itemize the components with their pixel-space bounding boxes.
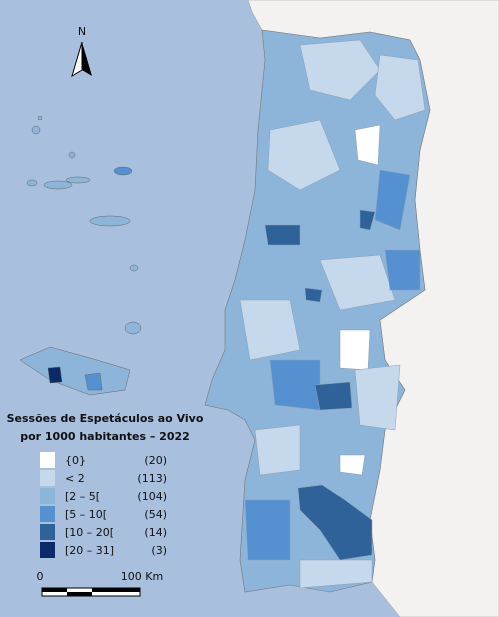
municipalities	[239, 39, 426, 589]
legend-title: Sessões de Espetáculos ao Vivo	[7, 412, 204, 425]
legend-swatch	[40, 524, 55, 540]
legend-swatch	[40, 488, 55, 504]
madeira	[19, 346, 131, 396]
legend: Sessões de Espetáculos ao Vivo por 1000 …	[7, 412, 204, 558]
legend-count: (104)	[137, 490, 167, 503]
legend-count: (20)	[144, 454, 167, 467]
legend-count: (54)	[144, 508, 167, 521]
legend-title: por 1000 habitantes – 2022	[20, 430, 190, 443]
legend-swatch	[40, 452, 55, 468]
legend-label: [2 – 5[	[65, 490, 100, 503]
legend-count: (14)	[144, 526, 167, 539]
legend-swatch	[40, 470, 55, 486]
north-arrow: N	[71, 25, 92, 78]
legend-label: [10 – 20[	[65, 526, 114, 539]
legend-label: < 2	[65, 472, 85, 485]
legend-label: [20 – 31]	[65, 544, 114, 557]
legend-count: (113)	[137, 472, 167, 485]
scale-bar: 0 100 Km	[37, 570, 163, 597]
legend-label: {0}	[65, 454, 86, 467]
north-label: N	[78, 25, 86, 38]
legend-count: (3)	[151, 544, 167, 557]
azores	[26, 115, 142, 335]
legend-items: {0} (20) < 2 (113) [2 – 5[ (104) [5 – 10[ (54) […	[40, 452, 167, 558]
legend-swatch	[40, 506, 55, 522]
scale-label: 0	[37, 570, 44, 583]
legend-label: [5 – 10[	[65, 508, 107, 521]
scale-label: 100 Km	[121, 570, 163, 583]
legend-swatch	[40, 542, 55, 558]
